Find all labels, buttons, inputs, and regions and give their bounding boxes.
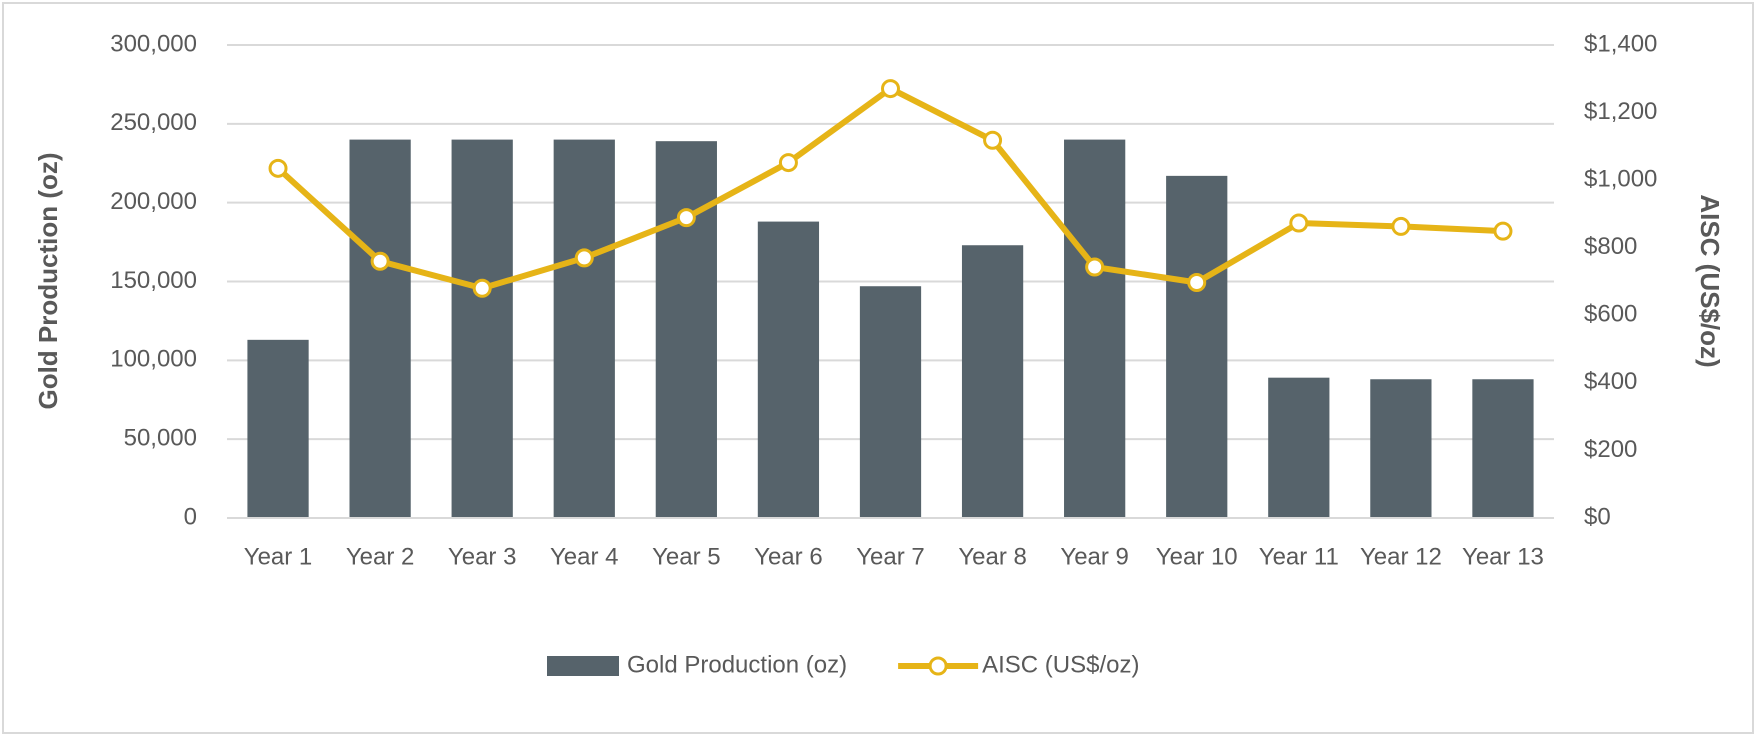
legend-label: AISC (US$/oz) [982,651,1139,678]
legend-label: Gold Production (oz) [627,651,847,678]
bar [655,141,717,518]
x-tick-label: Year 7 [856,543,925,570]
line-marker [574,248,594,268]
line-marker [370,251,390,271]
x-tick-label: Year 3 [448,543,517,570]
bar [1166,175,1228,518]
y-tick-label: 250,000 [110,109,197,136]
bar [961,245,1024,518]
bar [1268,377,1330,518]
bar [553,139,615,518]
y2-tick-label: $400 [1584,368,1637,395]
line-marker [472,278,492,298]
bar [757,221,820,518]
line-marker [983,130,1003,150]
line-marker [778,153,798,173]
y2-tick-label: $1,000 [1584,165,1657,192]
line-marker [1493,221,1513,241]
y-tick-label: 100,000 [110,346,197,373]
y-tick-label: 0 [184,503,197,530]
y2-tick-label: $800 [1584,233,1637,260]
x-tick-label: Year 5 [652,543,721,570]
bar [1472,379,1534,518]
line-marker [676,208,696,228]
x-tick-label: Year 2 [346,543,415,570]
bar [247,339,309,518]
y-tick-label: 150,000 [110,267,197,294]
y2-tick-label: $1,400 [1584,30,1657,57]
y2-tick-label: $1,200 [1584,98,1657,125]
y-tick-label: 300,000 [110,30,197,57]
x-tick-label: Year 4 [550,543,619,570]
x-tick-label: Year 1 [244,543,313,570]
y-tick-label: 50,000 [124,425,197,452]
line-marker [268,158,288,178]
x-tick-label: Year 9 [1060,543,1129,570]
line-marker [1085,257,1105,277]
bar [859,286,922,518]
y2-tick-label: $200 [1584,436,1637,463]
x-tick-label: Year 10 [1156,543,1238,570]
line-marker [1289,213,1309,233]
x-tick-label: Year 12 [1360,543,1442,570]
line-marker [1187,273,1207,293]
y2-tick-label: $0 [1584,503,1611,530]
legend-swatch [547,656,619,676]
y2-axis-title: AISC (US$/oz) [1695,194,1725,367]
x-tick-label: Year 11 [1259,543,1339,570]
bar [1370,379,1432,518]
y-tick-label: 200,000 [110,188,197,215]
line-marker [1391,216,1411,236]
y-axis-title: Gold Production (oz) [33,152,63,409]
line-marker [881,79,900,99]
bar [451,139,513,518]
x-tick-label: Year 6 [754,543,823,570]
x-tick-label: Year 8 [958,543,1027,570]
bar [1064,139,1126,518]
bar [349,139,411,518]
legend-marker [928,656,948,676]
x-tick-label: Year 13 [1462,543,1544,570]
y2-tick-label: $600 [1584,301,1637,328]
